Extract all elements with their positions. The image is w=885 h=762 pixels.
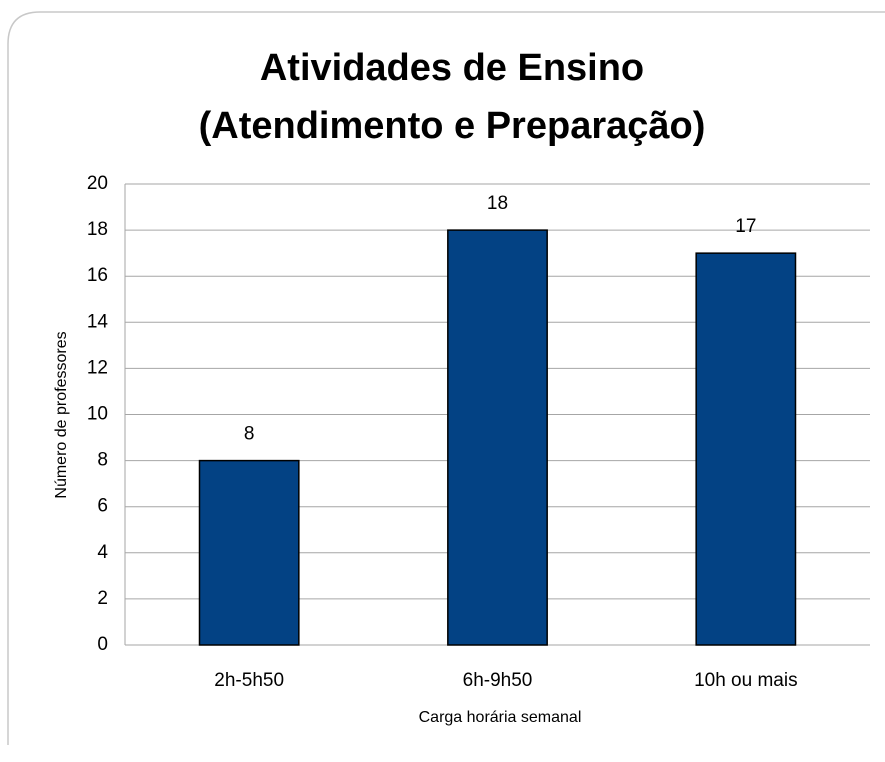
y-tick-label: 10 — [87, 404, 108, 425]
bar — [447, 229, 548, 646]
y-tick-label: 6 — [97, 496, 108, 517]
y-tick-label: 14 — [87, 311, 109, 332]
y-axis-label: Número de professores — [53, 331, 70, 498]
x-tick-label: 6h-9h50 — [463, 670, 533, 691]
y-tick-label: 16 — [87, 265, 108, 286]
data-label: 17 — [735, 216, 756, 237]
chart-title: (Atendimento e Preparação) — [199, 105, 706, 147]
y-tick-label: 20 — [87, 173, 108, 194]
y-tick-label: 8 — [97, 450, 108, 471]
bar — [198, 459, 300, 646]
y-tick-label: 2 — [97, 588, 108, 609]
bar — [695, 252, 797, 646]
y-tick-label: 4 — [97, 542, 108, 563]
y-tick-label: 12 — [87, 357, 108, 378]
data-label: 18 — [487, 193, 508, 214]
x-tick-label: 10h ou mais — [694, 670, 798, 691]
card-border — [7, 11, 885, 745]
chart-title: Atividades de Ensino — [260, 47, 644, 89]
x-axis-label: Carga horária semanal — [419, 709, 582, 726]
y-tick-label: 18 — [87, 219, 108, 240]
data-label: 8 — [244, 424, 255, 445]
x-tick-label: 2h-5h50 — [214, 670, 284, 691]
y-tick-label: 0 — [97, 634, 108, 655]
